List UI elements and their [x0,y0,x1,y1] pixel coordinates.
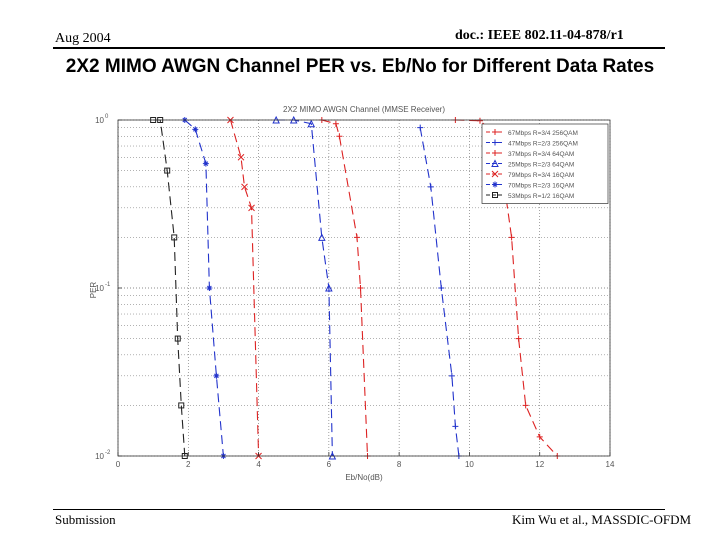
legend-item: 67Mbps R=3/4 256QAM [486,129,578,137]
header-doc-id: doc.: IEEE 802.11-04-878/r1 [455,28,624,43]
legend-item: 25Mbps R=2/3 64QAM [486,159,574,169]
x-axis-label: Eb/No(dB) [345,473,383,482]
data-point [492,192,498,198]
x-tick-label: 2 [186,460,191,469]
data-point [353,234,360,241]
data-point [417,124,424,131]
legend-item: 70Mbps R=2/3 16QAM [486,181,574,190]
legend-label: 70Mbps R=2/3 16QAM [508,183,574,190]
x-tick-label: 8 [397,460,402,469]
footer-authors: Kim Wu et al., MASSDIC-OFDM [512,512,692,527]
legend-item: 79Mbps R=3/4 16QAM [486,170,574,179]
data-point [237,153,245,161]
footer-submission: Submission [55,512,116,527]
series-line [184,119,224,457]
data-point [476,117,483,124]
y-tick-label: 10 [95,116,104,125]
data-point [174,335,181,342]
legend-item: 53Mbps R=1/2 16QAM [486,192,574,200]
legend-item: 37Mbps R=3/4 64QAM [486,150,574,158]
data-point [307,119,316,128]
y-axis-label: PER [89,282,98,299]
data-point [318,233,326,241]
x-tick-label: 12 [535,460,544,469]
data-point [438,285,445,291]
data-point [492,139,498,146]
data-point [213,372,220,379]
data-point [508,234,515,241]
data-point [206,285,213,291]
data-point [536,433,543,440]
y-tick-exponent: -1 [105,282,111,288]
data-point [178,402,185,409]
data-point [492,181,498,188]
data-point [491,170,499,178]
y-tick-exponent: -2 [105,450,111,456]
footer-rule [53,509,665,510]
data-point [164,167,171,174]
data-point [491,159,499,167]
data-point [171,234,178,241]
legend-box [481,123,609,204]
data-point [452,423,459,430]
slide-title: 2X2 MIMO AWGN Channel PER vs. Eb/No for … [65,56,655,77]
legend-label: 25Mbps R=2/3 64QAM [508,162,574,169]
header-rule [53,47,665,49]
chart-title: 2X2 MIMO AWGN Channel (MMSE Receiver) [283,105,445,114]
data-point [332,120,339,127]
x-tick-label: 6 [327,460,332,469]
series-line [419,127,460,457]
data-point [325,283,333,292]
data-point [336,133,343,140]
x-tick-label: 14 [606,460,615,469]
data-point [448,372,455,379]
data-point [427,183,434,190]
series-2 [417,124,462,459]
data-point [492,150,498,156]
y-tick-label: 10 [95,284,104,293]
legend-label: 47Mbps R=2/3 256QAM [508,141,578,148]
data-point [202,160,209,167]
data-point [357,285,364,291]
data-point [522,402,529,409]
data-point [492,129,498,135]
y-tick-exponent: 0 [105,114,109,120]
x-tick-label: 10 [465,460,474,469]
series-line [321,119,369,457]
x-tick-label: 0 [116,460,121,469]
series-1 [452,117,561,459]
series-line [229,119,260,457]
header-date: Aug 2004 [55,31,111,46]
data-point [241,183,248,191]
series-line [455,119,558,457]
y-tick-label: 10 [95,452,104,461]
legend-label: 79Mbps R=3/4 16QAM [508,172,574,179]
x-tick-label: 4 [256,460,261,469]
data-point [248,204,255,212]
data-point [192,126,199,133]
legend-label: 67Mbps R=3/4 256QAM [508,130,578,137]
legend-item: 47Mbps R=2/3 256QAM [486,139,578,148]
data-point [515,335,522,342]
legend-label: 37Mbps R=3/4 64QAM [508,151,574,158]
legend-label: 53Mbps R=1/2 16QAM [508,193,574,200]
